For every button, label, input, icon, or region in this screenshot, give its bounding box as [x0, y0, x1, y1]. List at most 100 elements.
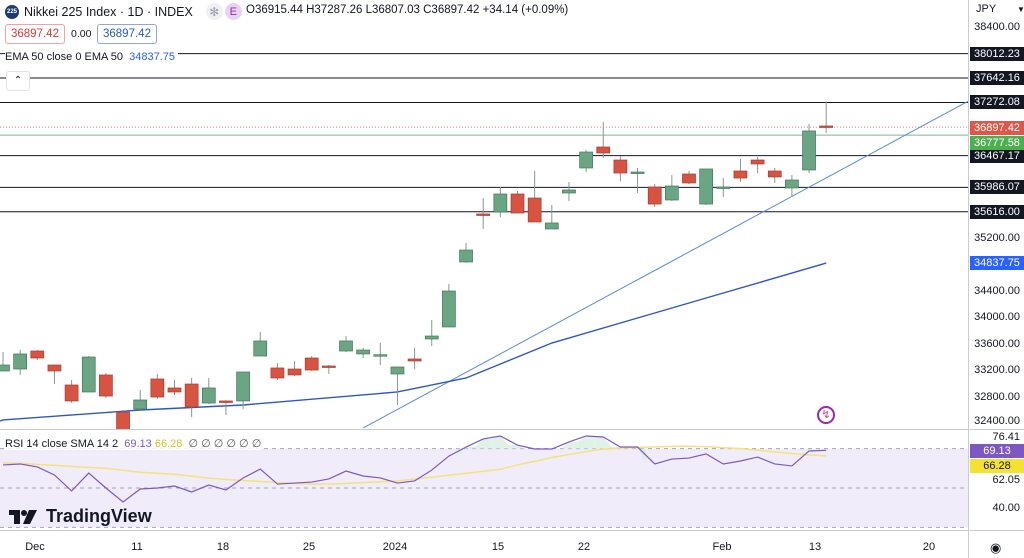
candle-body: [356, 349, 370, 355]
candle: [510, 191, 525, 214]
candle: [13, 350, 27, 375]
candle: [664, 174, 679, 201]
candle-body: [407, 358, 422, 362]
candle-body: [81, 356, 96, 393]
time-axis-label: Feb: [712, 541, 732, 553]
candle-body: [613, 159, 628, 174]
asterisk-badge-icon[interactable]: ✻: [205, 3, 223, 20]
candle: [167, 379, 182, 395]
settings-gear-icon[interactable]: ◉: [990, 540, 1002, 555]
price-axis-label: 34400.00: [974, 285, 1020, 297]
nikkei-symbol-icon: 225: [5, 4, 19, 19]
candle-body: [201, 387, 216, 404]
currency-selector[interactable]: JPY ▼: [976, 3, 1024, 15]
rsi-legend-value: 69.13: [124, 438, 152, 450]
candle-body: [253, 340, 268, 357]
candle: [476, 198, 491, 229]
time-axis-label: 18: [216, 541, 230, 553]
candle: [390, 366, 405, 405]
candle-body: [527, 197, 542, 223]
candle: [527, 171, 542, 223]
rsi-legend[interactable]: RSI 14 close SMA 14 2 69.13 66.28 ∅ ∅ ∅ …: [5, 437, 262, 450]
candle-body: [424, 335, 439, 340]
collapse-legend-button[interactable]: ⌃: [6, 71, 30, 91]
candle: [184, 377, 199, 418]
candle: [64, 379, 79, 404]
ema50-line: [2, 262, 827, 421]
candle: [236, 371, 250, 410]
level-price-tag: 36467.17: [970, 148, 1024, 163]
tradingview-logo-icon: [9, 509, 37, 524]
candle-body: [30, 350, 45, 359]
candle-body: [219, 400, 233, 403]
candle-body: [116, 411, 130, 429]
candle-body: [802, 130, 816, 171]
candle: [733, 159, 748, 182]
rsi-value-tag: 69.13: [970, 444, 1024, 458]
rsi-legend-label: RSI 14 close SMA 14 2: [5, 438, 119, 450]
candle: [699, 168, 714, 206]
chevron-up-icon: ⌃: [13, 75, 23, 86]
candle-body: [99, 374, 113, 397]
rsi-line: [2, 435, 827, 503]
symbol-legend[interactable]: 225 Nikkei 225 Index · 1D · INDEX ✻ E: [5, 3, 242, 20]
candle-body: [682, 173, 696, 184]
time-axis-label: 25: [302, 541, 316, 553]
ema-price-tag: 34837.75: [970, 256, 1024, 271]
ema50-line-start: [0, 419, 4, 422]
candle-body: [184, 383, 199, 408]
time-axis-label: Dec: [25, 541, 45, 553]
candle-body: [133, 399, 148, 410]
time-axis-label: 22: [577, 541, 591, 553]
price-axis-label: 33200.00: [974, 364, 1020, 377]
trendline: [362, 100, 968, 429]
current-price-tag: 36897.42: [970, 121, 1024, 135]
rsi-axis-label: 62.05: [992, 474, 1020, 486]
candle-body: [716, 186, 731, 189]
symbol-title[interactable]: Nikkei 225 Index · 1D · INDEX: [24, 4, 193, 19]
candle: [304, 356, 319, 372]
candle-body: [390, 366, 405, 375]
candle: [339, 336, 353, 352]
candle: [99, 372, 113, 398]
candle-body: [785, 179, 799, 189]
green-level-tag: 36777.58: [970, 136, 1024, 150]
candle: [767, 167, 782, 183]
time-axis-label: 11: [131, 541, 143, 553]
candle-body: [819, 125, 834, 128]
candle-body: [13, 353, 27, 370]
candle-body: [0, 364, 10, 372]
time-axis-label: 13: [808, 541, 822, 553]
candle: [819, 101, 834, 134]
sell-button[interactable]: 36897.42: [5, 24, 65, 44]
candle: [785, 174, 799, 197]
candle: [596, 121, 611, 159]
candle: [442, 283, 456, 328]
ema-legend-label: EMA 50 close 0 EMA 50: [5, 51, 124, 63]
rsi-sma-value-tag: 66.28: [970, 459, 1024, 473]
rsi-sma-legend-value: 66.28: [154, 438, 183, 450]
candle: [613, 155, 628, 181]
ohlc-readout: O36915.44 H37287.26 L36807.03 C36897.42 …: [246, 4, 569, 16]
ema-legend-value: 34837.75: [129, 51, 176, 63]
level-price-tag: 35616.00: [970, 204, 1024, 219]
earnings-badge-icon[interactable]: E: [224, 3, 242, 20]
currency-label: JPY: [976, 3, 996, 15]
tradingview-logo[interactable]: TradingView: [9, 506, 152, 527]
candle: [322, 364, 336, 374]
candle-body: [442, 290, 456, 328]
candle: [81, 356, 96, 393]
lightning-icon[interactable]: ↯: [817, 406, 835, 424]
candle-body: [596, 146, 611, 154]
level-price-tag: 37642.16: [970, 71, 1024, 86]
candle-body: [647, 186, 662, 205]
buy-button[interactable]: 36897.42: [97, 24, 157, 44]
candle-body: [733, 170, 748, 179]
candle-body: [304, 357, 319, 371]
candle: [579, 149, 593, 173]
ema-legend[interactable]: EMA 50 close 0 EMA 50 34837.75: [5, 51, 179, 63]
candle: [647, 184, 662, 207]
candle-body: [459, 249, 473, 263]
candle: [750, 156, 765, 174]
